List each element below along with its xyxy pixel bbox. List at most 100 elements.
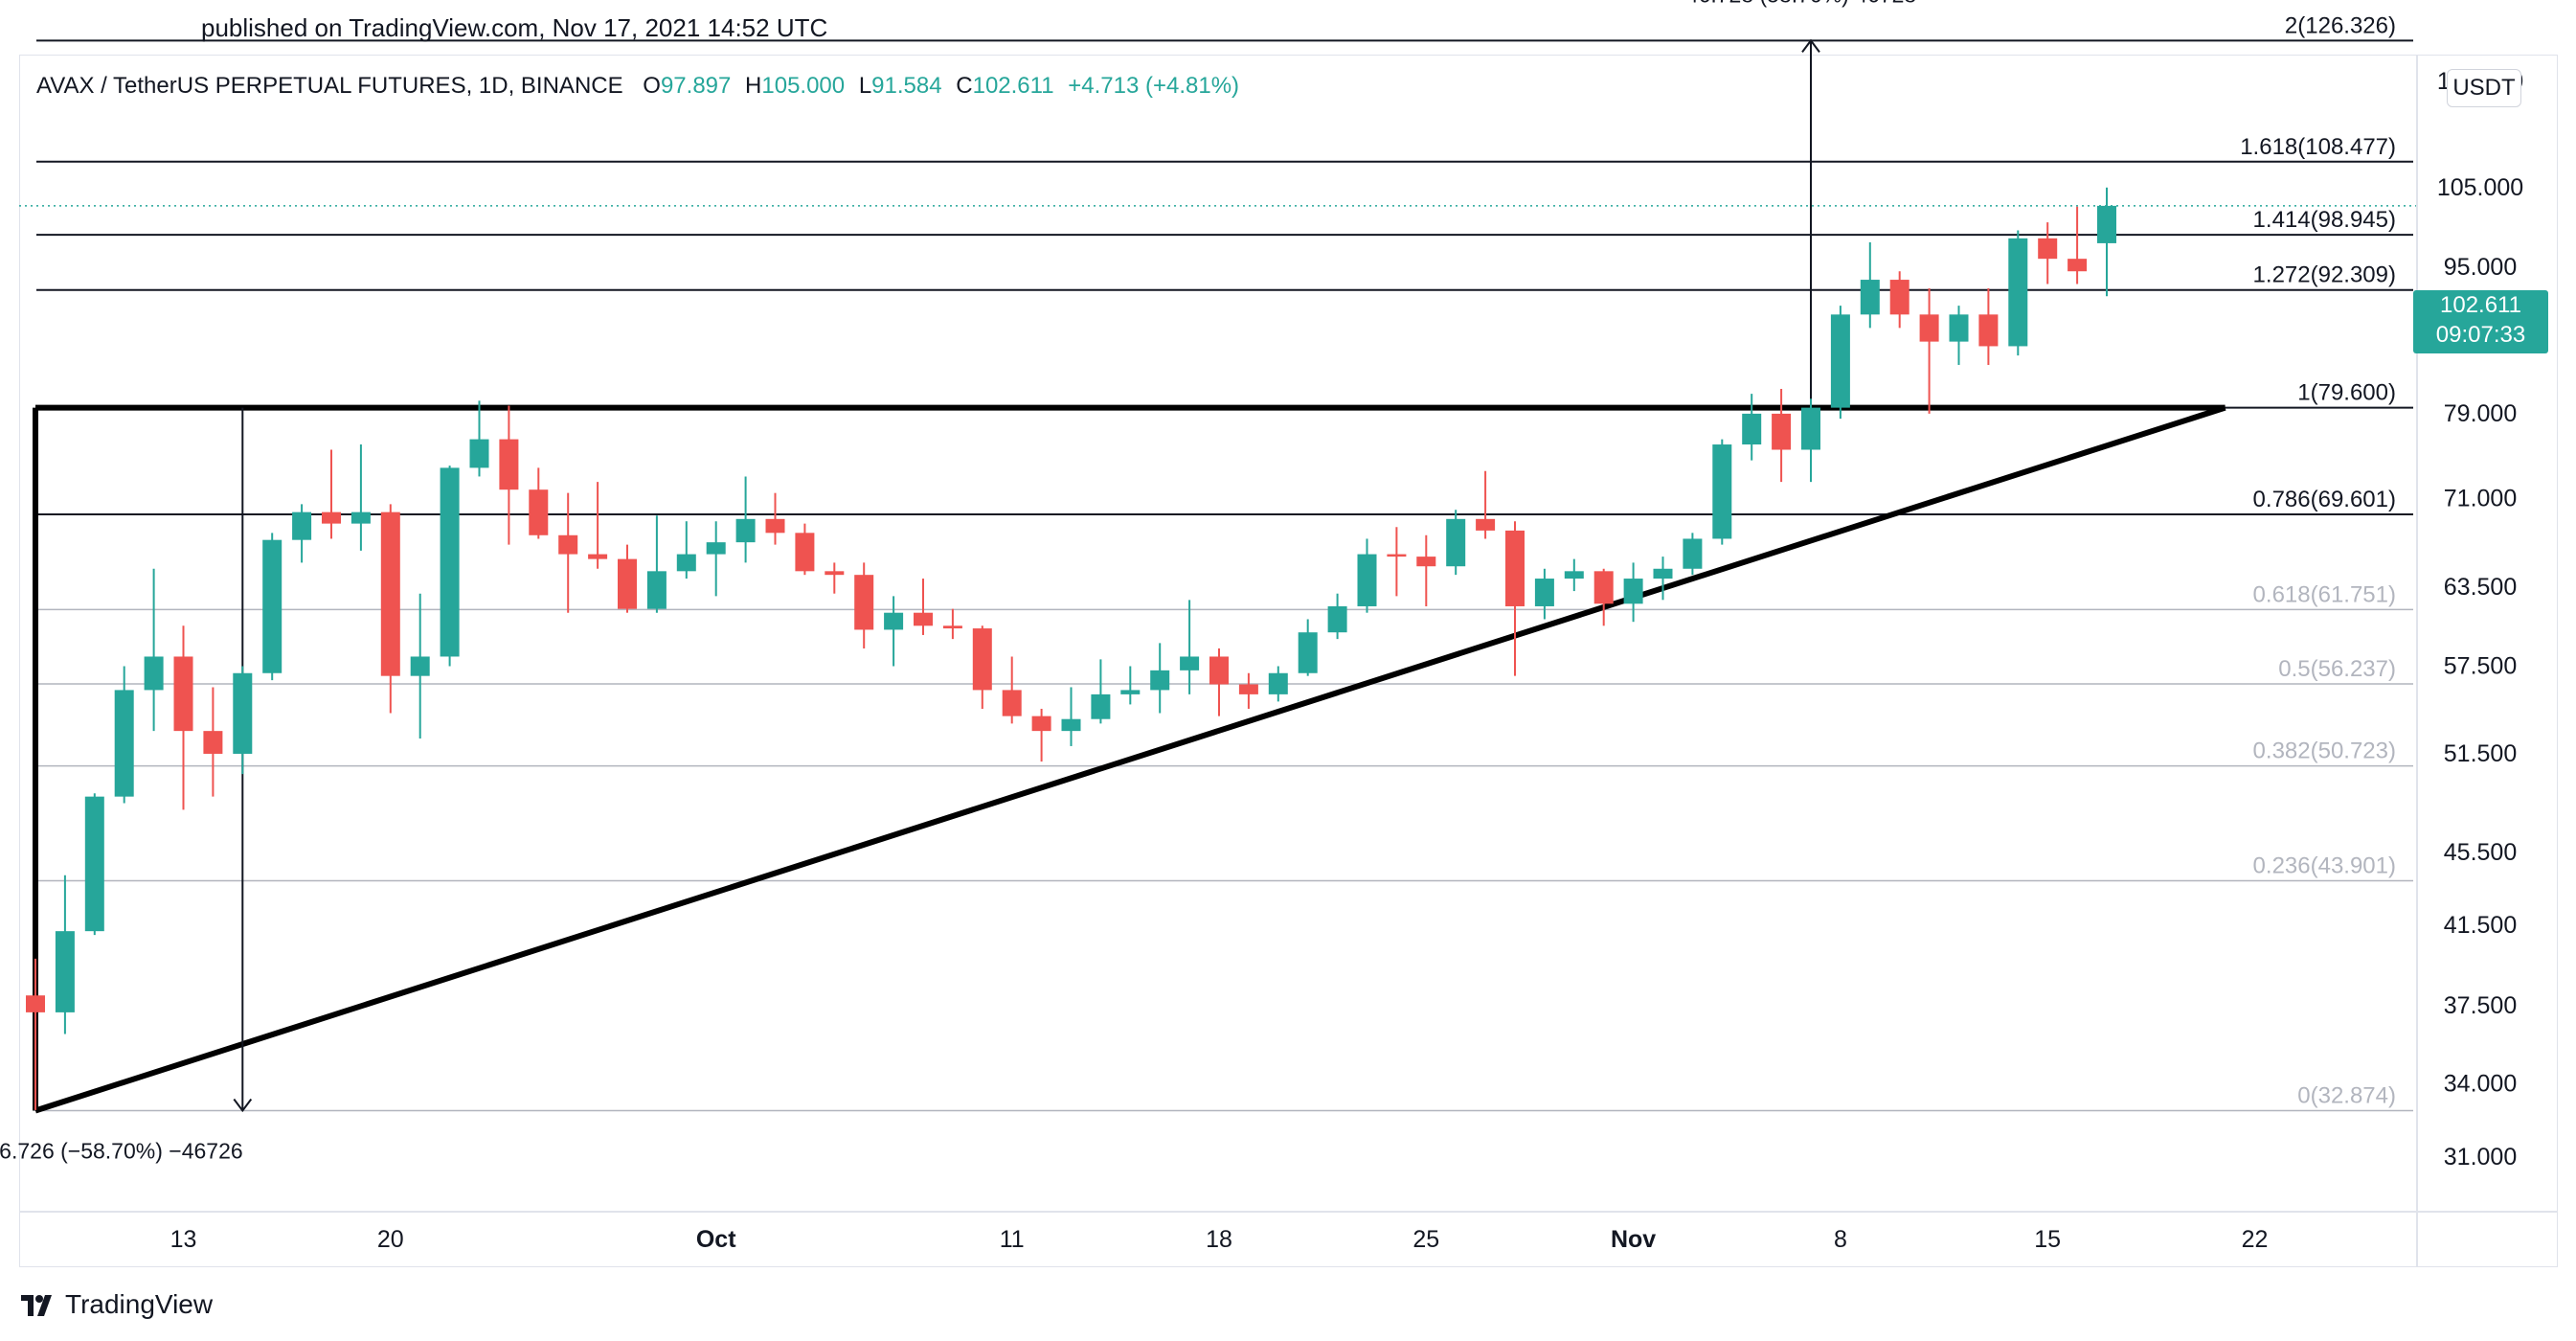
fib-level-label: 0.786(69.601) — [2253, 487, 2396, 512]
measure-arrow-head — [233, 1098, 253, 1113]
candle — [114, 666, 134, 804]
x-tick-label: 13 — [170, 1226, 197, 1253]
candle-body — [1830, 314, 1850, 408]
candle-body — [1476, 518, 1496, 531]
high-label: H — [745, 73, 762, 99]
published-caption: published on TradingView.com, Nov 17, 20… — [201, 13, 828, 42]
candle — [350, 444, 371, 551]
low-label: L — [858, 73, 872, 99]
candle-body — [558, 534, 578, 555]
candle-body — [173, 656, 193, 732]
candle — [203, 687, 223, 797]
candle-body — [1446, 518, 1466, 567]
pattern-drawings: 46.728 (58.70%) 46728 −46.726 (−58.70%) −… — [0, 0, 2226, 1163]
measure-label: 46.728 (58.70%) 46728 — [1686, 0, 1916, 7]
fib-levels: 2(126.326) 1.618(108.477) 1.414(98.945) 1.2… — [19, 12, 2417, 1112]
candle-body — [1298, 632, 1318, 673]
y-tick-label: 34.000 — [2444, 1071, 2517, 1098]
candle — [2008, 230, 2028, 356]
candle — [1712, 439, 1732, 545]
candle-body — [380, 511, 400, 676]
x-tick-label: Nov — [1611, 1226, 1656, 1253]
candle — [884, 596, 904, 667]
tradingview-wordmark: TradingView — [65, 1289, 214, 1319]
candle — [1002, 656, 1022, 724]
x-tick-label: 18 — [1206, 1226, 1232, 1253]
x-tick-label: Oct — [696, 1226, 736, 1253]
candle-body — [676, 554, 696, 572]
candle — [144, 568, 164, 732]
candle — [765, 492, 785, 545]
candle — [1387, 527, 1407, 597]
candle — [1889, 271, 1909, 329]
candle — [1801, 398, 1820, 483]
y-tick-label: 63.500 — [2444, 574, 2517, 601]
candle — [646, 515, 667, 613]
candle-body — [1357, 554, 1377, 606]
fib-level-label: 0(32.874) — [2297, 1082, 2396, 1108]
candle — [469, 400, 489, 477]
candle-body — [1002, 690, 1022, 716]
currency-selector[interactable]: USDT — [2447, 69, 2521, 107]
candle-body — [410, 656, 430, 676]
high-value: 105.000 — [761, 73, 846, 99]
candle-body — [1150, 670, 1170, 691]
y-tick-label: 57.500 — [2444, 653, 2517, 680]
fib-level-label: 1.414(98.945) — [2253, 207, 2396, 233]
candle-body — [1091, 693, 1111, 719]
candle — [1653, 557, 1673, 601]
tradingview-logo[interactable]: TradingView — [21, 1289, 213, 1320]
candle-body — [795, 533, 815, 572]
chart-frame — [19, 55, 2558, 1267]
candle-body — [1268, 672, 1288, 694]
candle — [1860, 242, 1880, 329]
candle — [1830, 306, 1850, 420]
y-tick-label: 95.000 — [2444, 254, 2517, 281]
candle-body — [942, 625, 962, 629]
candle — [292, 504, 312, 563]
y-tick-label: 31.000 — [2444, 1144, 2517, 1171]
candle-body — [1801, 407, 1820, 450]
candle-body — [1564, 571, 1584, 580]
candle — [1120, 666, 1141, 705]
candle — [972, 625, 992, 709]
candle-body — [1712, 444, 1732, 539]
candle-body — [1860, 280, 1880, 315]
candle-body — [914, 612, 933, 626]
candle-body — [1889, 280, 1909, 315]
candle-body — [322, 511, 341, 524]
candle-body — [1238, 684, 1258, 694]
candle-body — [26, 995, 45, 1012]
candle — [854, 562, 874, 648]
fib-level-label: 0.618(61.751) — [2253, 581, 2396, 607]
candle — [1150, 643, 1170, 714]
fib-level-label: 1.272(92.309) — [2253, 262, 2396, 288]
candle — [55, 875, 75, 1034]
candle-body — [765, 518, 785, 534]
candle-body — [1387, 554, 1407, 557]
candle — [676, 521, 696, 580]
low-value: 91.584 — [871, 73, 942, 99]
candle-body — [884, 612, 904, 630]
candle-body — [1209, 656, 1229, 685]
x-tick-label: 11 — [1000, 1226, 1025, 1253]
candle — [322, 449, 341, 539]
candle-body — [1180, 656, 1200, 670]
candle — [2068, 206, 2088, 284]
symbol-title[interactable]: AVAX / TetherUS PERPETUAL FUTURES, 1D, B… — [36, 73, 623, 99]
y-tick-label: 45.500 — [2444, 839, 2517, 866]
candle — [1564, 558, 1584, 592]
candle — [84, 793, 104, 936]
candle — [1357, 538, 1377, 613]
fib-level-label: 0.382(50.723) — [2253, 739, 2396, 764]
last-price: 102.611 — [2440, 292, 2521, 318]
candle — [26, 958, 45, 1110]
candle-body — [1623, 579, 1643, 604]
candle — [618, 544, 637, 613]
candle — [1327, 593, 1347, 640]
fib-level-label: 0.5(56.237) — [2278, 656, 2396, 682]
candle — [2097, 187, 2116, 297]
y-tick-label: 37.500 — [2444, 992, 2517, 1019]
candle-body — [1772, 413, 1792, 450]
